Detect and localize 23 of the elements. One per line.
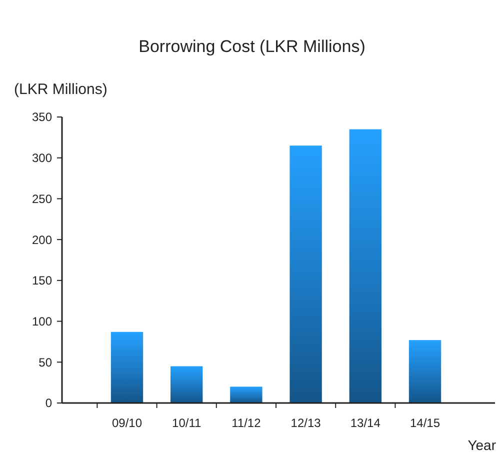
x-axis-title: Year xyxy=(468,437,496,453)
x-tick-label: 10/11 xyxy=(172,416,202,430)
x-tick-label: 13/14 xyxy=(350,416,381,430)
x-tick-label: 12/13 xyxy=(290,416,322,430)
bar xyxy=(290,146,322,403)
y-tick-label: 0 xyxy=(45,396,52,410)
chart-title: Borrowing Cost (LKR Millions) xyxy=(138,37,366,56)
y-tick-label: 50 xyxy=(38,355,52,370)
bar xyxy=(170,366,203,403)
y-tick-label: 200 xyxy=(32,232,52,247)
x-tick-label: 09/10 xyxy=(112,416,142,430)
y-axis-title: (LKR Millions) xyxy=(14,81,108,98)
bar xyxy=(408,340,442,403)
x-tick-label: 11/12 xyxy=(232,416,262,430)
y-tick-label: 350 xyxy=(32,110,52,124)
y-tick-label: 150 xyxy=(32,274,52,288)
y-tick-label: 300 xyxy=(32,151,52,166)
bar xyxy=(349,129,382,403)
y-tick-label: 100 xyxy=(32,314,52,328)
bar xyxy=(230,386,262,403)
x-tick-label: 14/15 xyxy=(410,416,440,430)
y-tick-label: 250 xyxy=(32,192,52,206)
bar xyxy=(110,332,144,403)
